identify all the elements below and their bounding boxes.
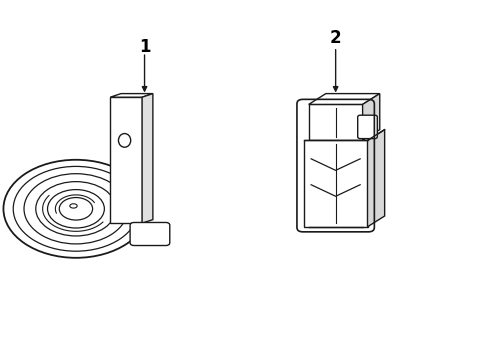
FancyBboxPatch shape (358, 115, 377, 139)
Polygon shape (304, 140, 368, 227)
Ellipse shape (70, 204, 77, 208)
Ellipse shape (13, 166, 139, 251)
Polygon shape (142, 94, 153, 223)
Text: 2: 2 (330, 29, 342, 47)
Ellipse shape (59, 198, 93, 220)
Polygon shape (110, 97, 142, 223)
Ellipse shape (48, 190, 104, 228)
Ellipse shape (36, 182, 116, 236)
Ellipse shape (24, 174, 128, 244)
FancyBboxPatch shape (130, 222, 170, 246)
Ellipse shape (3, 160, 148, 258)
Text: 1: 1 (139, 38, 150, 56)
Ellipse shape (119, 134, 131, 147)
Polygon shape (309, 104, 363, 140)
Polygon shape (309, 94, 380, 104)
Polygon shape (110, 94, 153, 97)
Polygon shape (363, 94, 380, 140)
Polygon shape (368, 130, 385, 227)
